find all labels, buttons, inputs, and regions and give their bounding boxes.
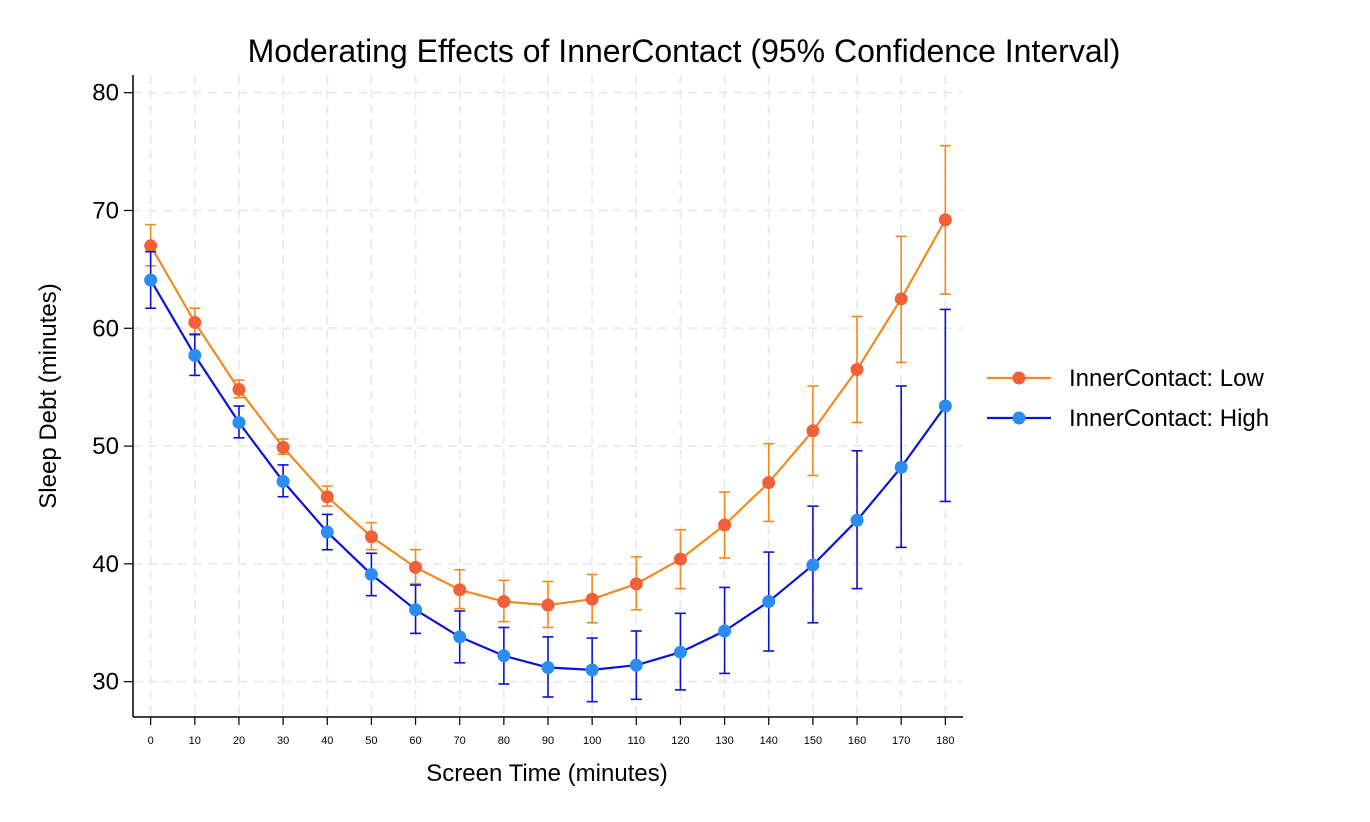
data-point <box>232 416 246 430</box>
legend: InnerContact: Low InnerContact: High <box>987 365 1269 432</box>
y-tick-label: 60 <box>92 315 119 342</box>
x-axis-label: Screen Time (minutes) <box>426 760 667 787</box>
data-point <box>453 583 467 597</box>
data-point <box>232 383 246 397</box>
x-tick-label: 60 <box>409 735 421 747</box>
data-point <box>276 474 290 488</box>
data-point <box>144 273 158 287</box>
plot-series <box>144 144 952 703</box>
data-point <box>364 530 378 544</box>
data-point <box>188 315 202 329</box>
y-tick-label: 50 <box>92 433 119 460</box>
chart-title: Moderating Effects of InnerContact (95% … <box>248 33 1121 69</box>
y-tick-label: 70 <box>92 197 119 224</box>
data-point <box>276 440 290 454</box>
data-point <box>850 513 864 527</box>
x-tick-label: 20 <box>233 735 245 747</box>
legend-marker <box>1012 371 1026 385</box>
data-point <box>585 592 599 606</box>
x-tick-label: 130 <box>715 735 733 747</box>
data-point <box>718 624 732 638</box>
legend-label: InnerContact: High <box>1069 405 1269 432</box>
x-tick-label: 50 <box>365 735 377 747</box>
y-axis-label: Sleep Debt (minutes) <box>35 283 62 508</box>
x-tick-label: 0 <box>148 735 154 747</box>
x-tick-label: 160 <box>848 735 866 747</box>
legend-item-low: InnerContact: Low <box>987 365 1264 392</box>
data-point <box>497 595 511 609</box>
x-tick-label: 100 <box>583 735 601 747</box>
data-point <box>673 645 687 659</box>
data-point <box>409 560 423 574</box>
data-point <box>938 213 952 227</box>
data-point <box>806 558 820 572</box>
legend-label: InnerContact: Low <box>1069 365 1264 392</box>
data-point <box>629 577 643 591</box>
y-axis-ticks: 30 40 50 60 70 80 <box>92 80 133 696</box>
x-tick-label: 150 <box>804 735 822 747</box>
x-tick-label: 30 <box>277 735 289 747</box>
data-point <box>409 603 423 617</box>
x-tick-label: 180 <box>936 735 954 747</box>
x-tick-label: 80 <box>498 735 510 747</box>
data-point <box>629 658 643 672</box>
x-tick-label: 90 <box>542 735 554 747</box>
legend-marker <box>1012 411 1026 425</box>
x-tick-label: 40 <box>321 735 333 747</box>
data-point <box>894 292 908 306</box>
x-tick-label: 70 <box>454 735 466 747</box>
x-tick-label: 110 <box>628 735 646 747</box>
legend-item-high: InnerContact: High <box>987 405 1269 432</box>
series-high <box>144 250 952 703</box>
x-tick-label: 140 <box>760 735 778 747</box>
data-point <box>762 595 776 609</box>
data-point <box>938 399 952 413</box>
data-point <box>806 424 820 438</box>
y-tick-label: 80 <box>92 80 119 107</box>
data-point <box>497 649 511 663</box>
x-tick-label: 120 <box>671 735 689 747</box>
data-point <box>762 476 776 490</box>
data-point <box>541 661 555 675</box>
data-point <box>850 362 864 376</box>
data-point <box>541 598 555 612</box>
data-point <box>188 348 202 362</box>
data-point <box>673 552 687 566</box>
x-tick-label: 10 <box>189 735 201 747</box>
data-point <box>320 525 334 539</box>
x-tick-label: 170 <box>892 735 910 747</box>
y-tick-label: 30 <box>92 669 119 696</box>
data-point <box>718 518 732 532</box>
data-point <box>585 663 599 677</box>
data-point <box>894 460 908 474</box>
data-point <box>364 567 378 581</box>
series-low <box>144 144 952 629</box>
data-point <box>144 239 158 253</box>
y-tick-label: 40 <box>92 551 119 578</box>
data-point <box>320 490 334 504</box>
x-axis-ticks: 0 10 20 30 40 50 60 70 80 90 100 110 120 130 140 150 160… <box>148 717 955 747</box>
data-point <box>453 630 467 644</box>
